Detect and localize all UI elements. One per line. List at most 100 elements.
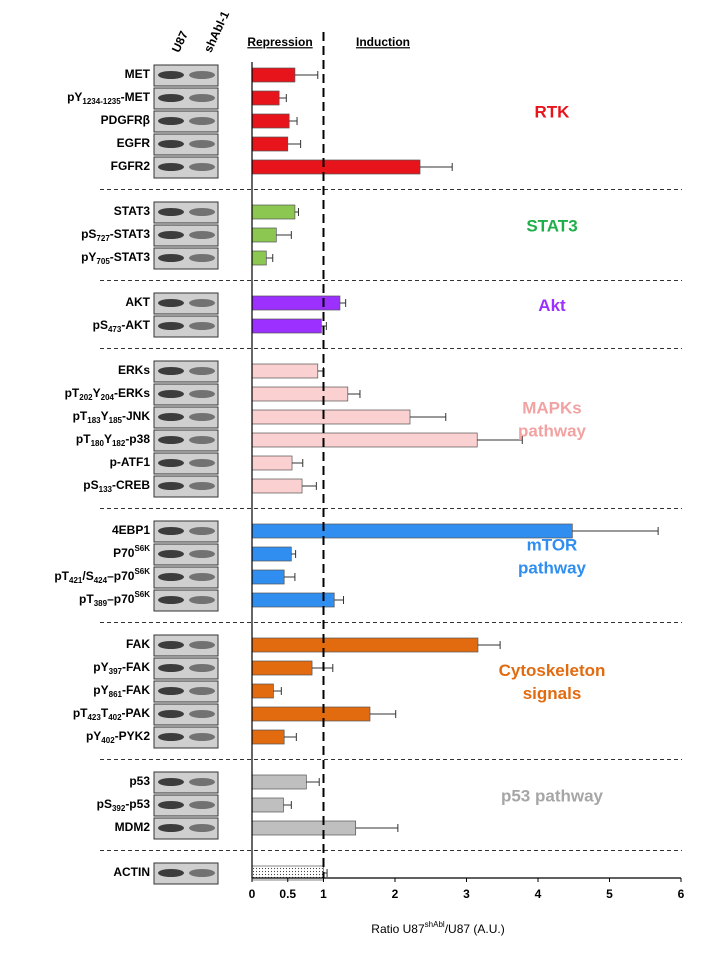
label-part: p-ATF1 [110,455,151,469]
blot-band [189,641,215,649]
label-part: /S [82,569,93,583]
blot-band [189,733,215,741]
label-part: ERKs [118,363,150,377]
blot-band [189,299,215,307]
blot-band [158,778,184,786]
label-part: 183 [87,416,101,425]
row-label: STAT3 [114,204,151,218]
error-bar [312,664,334,672]
error-bar [291,550,297,558]
bar [251,546,292,562]
row-label: pY397-FAK [93,660,150,676]
label-part: AKT [125,295,150,309]
error-bar [266,254,274,262]
label-part: PDGFRβ [101,113,150,127]
error-bar [334,596,345,604]
label-part: -AKT [121,318,150,332]
blot-band [158,299,184,307]
blot-band [189,869,215,877]
blot-band [158,94,184,102]
label-part: pY [81,250,96,264]
error-bar [420,163,453,171]
label-part: p53 [129,774,150,788]
row-label: FAK [126,637,150,651]
row-label: pS473-AKT [93,318,151,334]
blot-band [189,596,215,604]
row-label: pY402-PYK2 [86,729,150,745]
row-label: pS133-CREB [83,478,150,494]
blot-band [158,140,184,148]
label-part: 133 [99,485,113,494]
blot-band [158,390,184,398]
row-label: p-ATF1 [110,455,151,469]
label-part: P70 [113,546,135,560]
blot-band [158,322,184,330]
blot [153,87,219,110]
blot [153,383,219,406]
label-part: pY [93,660,108,674]
row-label: pT180Y182-p38 [76,432,150,448]
bar [251,67,296,83]
blot [153,292,219,315]
error-bar [339,299,347,307]
blot-band [189,550,215,558]
blot-band [189,140,215,148]
label-part: 861 [109,690,123,699]
row-label: pY705-STAT3 [81,250,150,266]
blot-band [189,231,215,239]
label-part: Y [93,386,101,400]
blot-band [189,322,215,330]
blot-band [189,778,215,786]
blot [153,794,219,817]
error-bar [477,641,501,649]
blot [153,543,219,566]
group-label: p53 pathway [501,786,604,805]
blot-band [189,117,215,125]
row-label: pS392-p53 [97,797,151,813]
group-label: RTK [535,102,571,121]
blot [153,452,219,475]
blot-band [189,573,215,581]
x-tick-label: 0 [249,887,256,901]
label-part: Ratio U87 [371,922,425,936]
blot-band [189,459,215,467]
error-bar [279,94,287,102]
x-tick-label: 4 [535,887,542,901]
label-part: shAbl [425,920,445,929]
label-part: S6K [134,544,150,553]
header-induction: Induction [356,35,410,49]
bar [251,295,341,311]
label-part: Y [101,409,109,423]
bar [251,706,371,722]
bar [251,363,319,379]
blot [153,862,219,885]
error-bar [284,573,296,581]
label-part: 389 [94,599,108,608]
label-part: pY [93,683,108,697]
label-part: -FAK [122,660,150,674]
blot [153,566,219,589]
bar [251,113,290,129]
error-bar [302,482,317,490]
x-tick-label: 6 [678,887,685,901]
blot [153,817,219,840]
bar [251,227,277,243]
blot [153,360,219,383]
label-part: MDM2 [115,820,151,834]
row-label: P70S6K [113,544,150,560]
row-label: FGFR2 [111,159,151,173]
label-part: 392 [112,804,126,813]
blot [153,247,219,270]
label-part: pY [86,729,101,743]
error-bar [306,778,320,786]
label-part: 421 [69,576,83,585]
blot [153,156,219,179]
row-label: pS727-STAT3 [81,227,150,243]
label-part: pT [54,569,69,583]
label-part: 1234-1235 [82,97,121,106]
blot-band [158,550,184,558]
blot [153,726,219,749]
blot-band [158,710,184,718]
row-label: ACTIN [113,865,150,879]
bar [251,637,479,653]
